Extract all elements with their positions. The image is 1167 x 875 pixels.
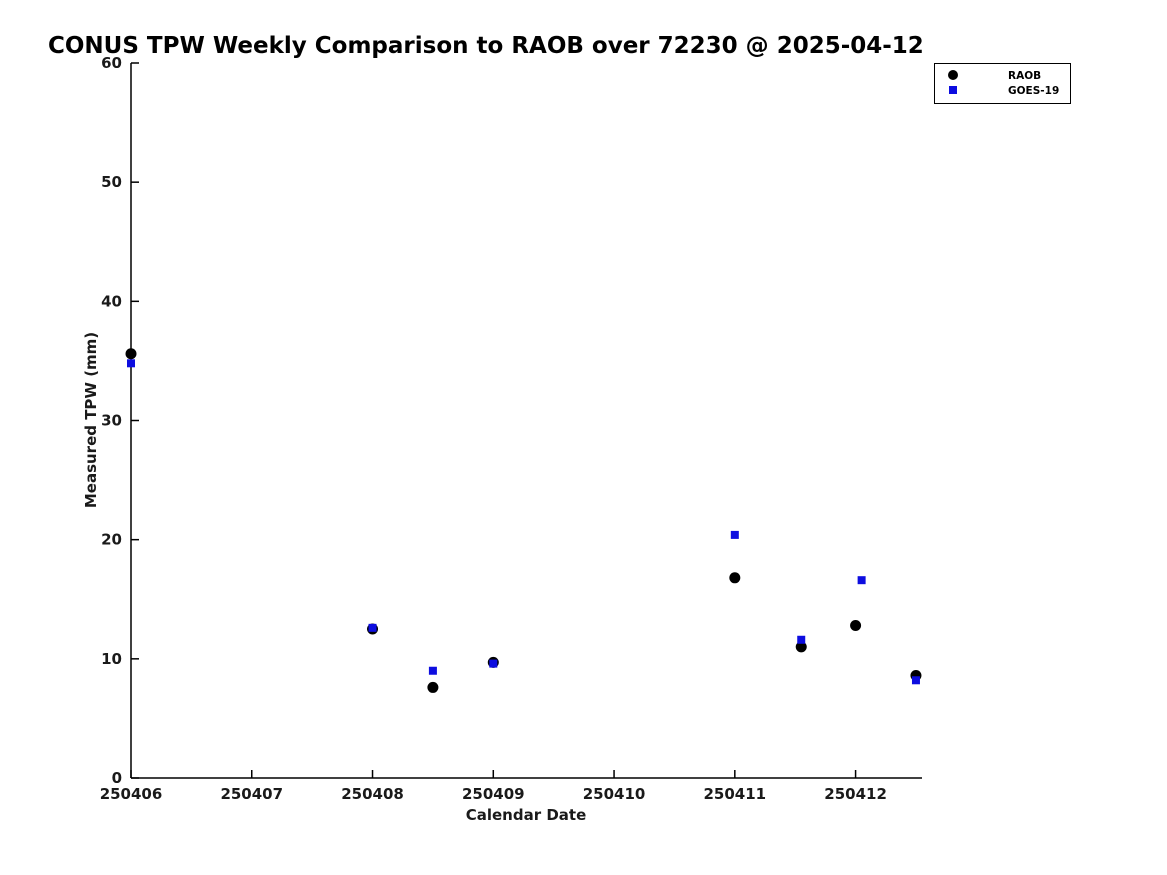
raob-marker [850,619,862,631]
data-points [125,348,922,693]
legend-label-goes19: GOES-19 [1008,85,1059,97]
goes19-marker [857,576,866,585]
y-axis-label: Measured TPW (mm) [82,332,100,508]
y-tick-label: 0 [112,769,122,787]
legend-label-raob: RAOB [1008,70,1041,82]
goes19-marker [730,530,739,539]
x-axis-label: Calendar Date [466,806,587,824]
goes19-marker [127,359,135,368]
chart-title: CONUS TPW Weekly Comparison to RAOB over… [48,33,924,59]
x-tick-label: 250411 [704,785,767,803]
raob-marker [729,572,741,584]
raob-marker [125,348,137,360]
y-tick-label: 20 [101,531,122,549]
goes19-marker [911,676,920,685]
goes19-marker [797,635,806,644]
y-tick-label: 10 [101,650,122,668]
x-tick-label: 250409 [462,785,525,803]
x-tick-label: 250412 [824,785,887,803]
x-tick-label: 250406 [100,785,163,803]
y-tick-label: 50 [101,173,122,191]
y-tick-label: 30 [101,412,122,430]
legend-box [934,63,1071,104]
raob-marker [795,641,807,653]
raob-marker [427,681,439,693]
goes19-marker [489,659,498,668]
y-tick-label: 40 [101,292,122,310]
goes19-marker [368,623,377,632]
y-tick-label: 60 [101,54,122,72]
x-tick-label: 250408 [341,785,404,803]
legend: RAOB GOES-19 [934,63,1071,104]
legend-marker-raob [948,70,958,80]
goes19-marker [428,666,437,675]
x-tick-label: 250410 [583,785,646,803]
legend-marker-goes19 [949,86,957,94]
axes: 250406 250407 250408 250409 250410 250411 2504… [100,54,922,803]
x-tick-label: 250407 [220,785,283,803]
